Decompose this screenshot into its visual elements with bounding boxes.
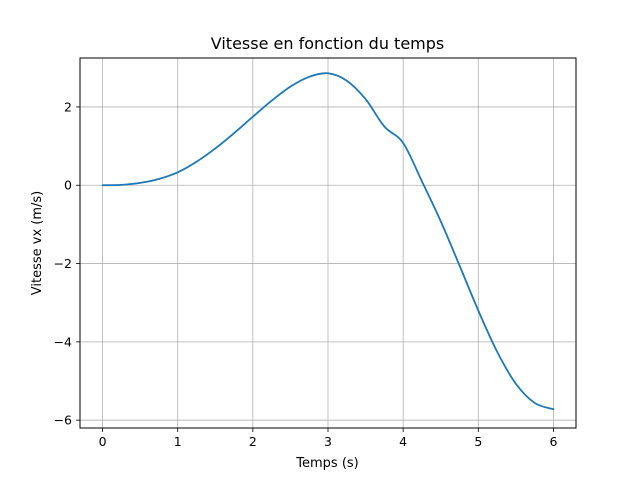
x-axis-label: Temps (s) bbox=[295, 456, 358, 471]
x-tick-label: 4 bbox=[399, 434, 407, 449]
series-line bbox=[101, 72, 555, 411]
series-layer bbox=[101, 72, 555, 411]
y-tick-label: −4 bbox=[54, 334, 72, 349]
y-tick-label: −2 bbox=[54, 256, 72, 271]
y-tick-label: 0 bbox=[64, 178, 72, 193]
y-axis-ticks: −6 −4 −2 0 2 bbox=[54, 99, 80, 428]
x-tick-label: 6 bbox=[549, 434, 557, 449]
y-tick-label: 2 bbox=[64, 99, 72, 114]
x-tick-label: 5 bbox=[474, 434, 482, 449]
x-tick-label: 3 bbox=[324, 434, 332, 449]
y-tick-label: −6 bbox=[54, 413, 72, 428]
y-axis-label: Vitesse vx (m/s) bbox=[30, 191, 45, 295]
chart-title: Vitesse en fonction du temps bbox=[211, 34, 445, 53]
x-tick-label: 0 bbox=[99, 434, 107, 449]
grid-lines bbox=[80, 58, 576, 428]
x-tick-label: 1 bbox=[174, 434, 182, 449]
x-axis-ticks: 0 1 2 3 4 5 6 bbox=[99, 428, 557, 449]
x-tick-label: 2 bbox=[249, 434, 257, 449]
